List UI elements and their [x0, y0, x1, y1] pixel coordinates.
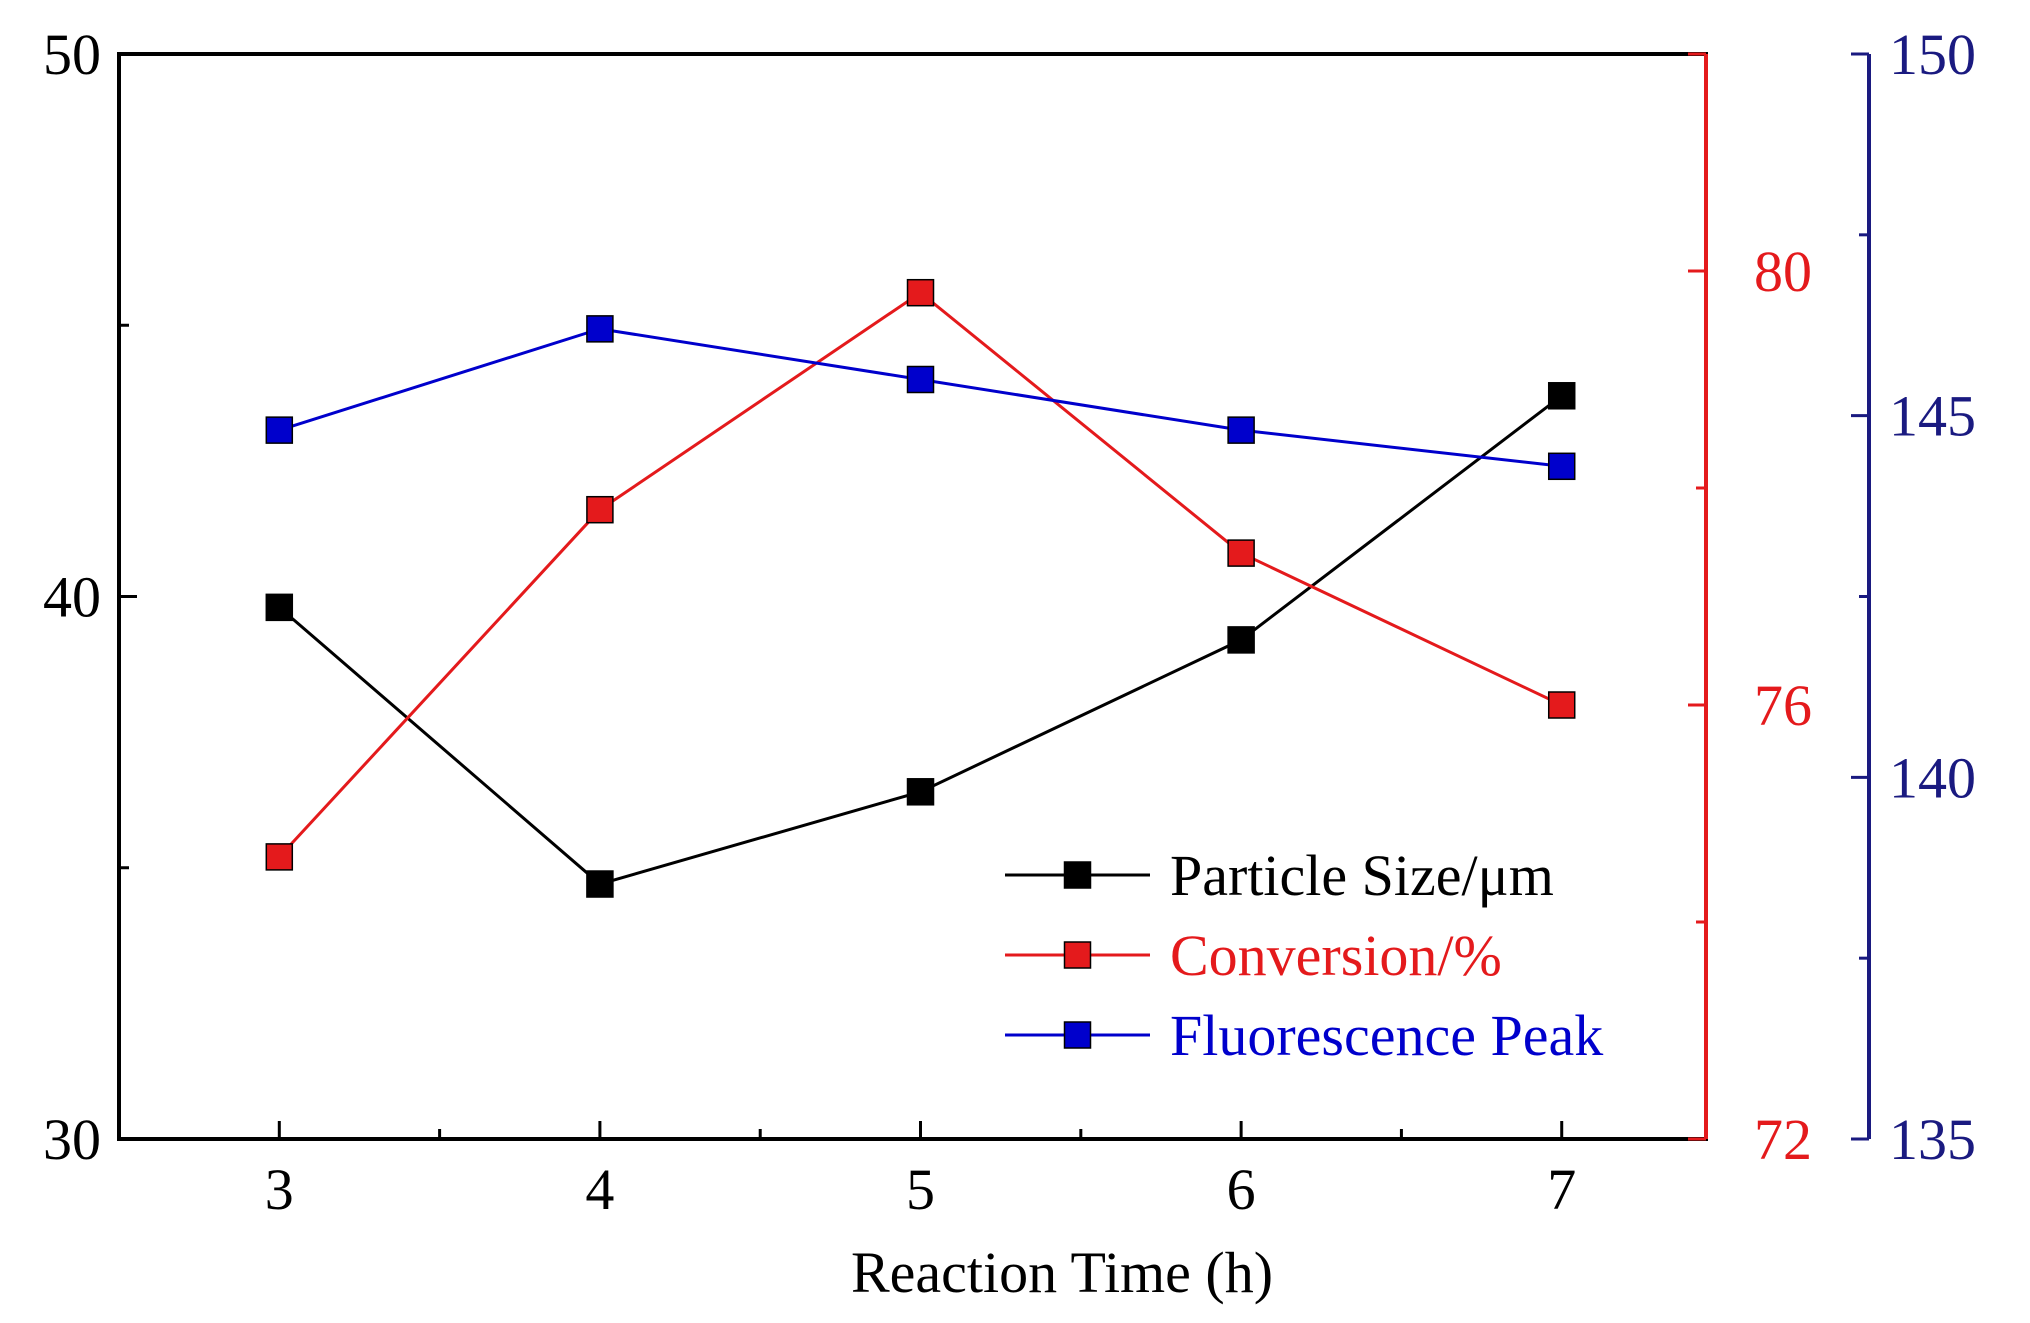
data-point-2-3 — [1227, 416, 1255, 444]
legend-swatch-marker — [1063, 861, 1092, 889]
x-tick-label: 3 — [265, 1157, 294, 1222]
left-tick-label: 30 — [43, 1107, 101, 1172]
axis-bottom: 3 4 5 6 7 — [265, 1121, 1576, 1222]
data-point-2-1 — [586, 315, 614, 343]
data-point-2-0 — [265, 416, 294, 444]
data-point-1-1 — [586, 495, 614, 524]
x-axis-label: Reaction Time (h) — [851, 1240, 1273, 1305]
legend-label: Conversion/% — [1170, 923, 1502, 988]
left-tick-label: 40 — [43, 565, 101, 630]
axis-left: 30 40 50 — [43, 22, 137, 1172]
series-layer — [265, 278, 1576, 898]
series-line-2 — [278, 327, 1562, 468]
data-point-2-4 — [1547, 452, 1576, 481]
legend-label: Particle Size/μm — [1170, 843, 1554, 908]
x-tick-label: 4 — [585, 1157, 614, 1222]
data-point-1-4 — [1547, 691, 1576, 719]
right2-tick-label: 135 — [1889, 1107, 1976, 1172]
right1-tick-label: 72 — [1754, 1107, 1812, 1172]
right2-tick-label: 140 — [1889, 745, 1976, 810]
data-point-1-2 — [906, 278, 935, 307]
right1-tick-label: 80 — [1754, 239, 1812, 304]
data-point-0-1 — [586, 870, 614, 898]
axis-right-fluorescence: 135 140 145 150 — [1851, 22, 1976, 1172]
data-point-1-0 — [265, 843, 294, 871]
axis-right-conversion: 72 76 80 — [1688, 52, 1812, 1172]
legend: Particle Size/μm Conversion/% Fluorescence… — [1005, 843, 1603, 1068]
data-point-0-2 — [906, 778, 935, 806]
data-point-0-0 — [265, 593, 294, 622]
right1-tick-label: 76 — [1754, 673, 1812, 738]
data-point-0-3 — [1227, 626, 1255, 654]
series-line-0 — [278, 394, 1563, 886]
legend-swatch-marker — [1063, 1021, 1092, 1049]
data-point-0-4 — [1547, 382, 1576, 410]
x-tick-label: 6 — [1227, 1157, 1256, 1222]
data-point-1-3 — [1227, 539, 1255, 567]
x-tick-label: 7 — [1547, 1157, 1576, 1222]
legend-label: Fluorescence Peak — [1170, 1003, 1603, 1068]
x-tick-label: 5 — [906, 1157, 935, 1222]
right2-tick-label: 145 — [1889, 384, 1976, 449]
right2-tick-label: 150 — [1889, 22, 1976, 87]
legend-swatch-marker — [1063, 941, 1092, 969]
data-point-2-2 — [906, 365, 935, 394]
left-tick-label: 50 — [43, 22, 101, 87]
